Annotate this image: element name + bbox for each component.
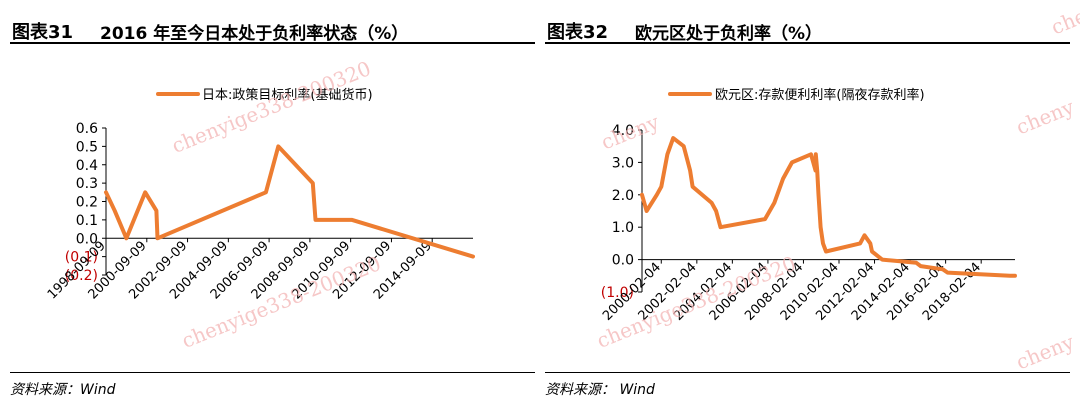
- japan-rate-chart: 0.60.50.40.30.20.10.0(0.1)(0.2)1998-09-0…: [45, 87, 475, 303]
- source-text: 资料来源： Wind: [545, 382, 655, 398]
- y-tick-label: 3.0: [612, 155, 634, 171]
- y-tick-label: 0.0: [76, 231, 98, 247]
- figure-number: 图表32: [547, 22, 609, 43]
- chart-header: 图表31 2016 年至今日本处于负利率状态（%）: [10, 12, 535, 44]
- chart-title: 欧元区处于负利率（%）: [635, 24, 823, 44]
- y-tick-label: 0.1: [76, 213, 98, 229]
- y-tick-label: (1.0): [601, 285, 634, 301]
- series-line: [640, 136, 1017, 278]
- y-tick-label: 4.0: [612, 123, 634, 139]
- source-note: 资料来源：Wind: [10, 372, 535, 399]
- figure-number: 图表31: [12, 22, 74, 43]
- source-text: 资料来源：Wind: [10, 382, 116, 398]
- y-tick-label: 0.3: [76, 176, 98, 192]
- y-tick-label: 0.5: [76, 139, 98, 155]
- chart-area: 4.0 3.0 2.0 1.0 0.0 (1.0) 2000-02-04 2002-02-04…: [545, 55, 1070, 365]
- y-tick-label: 0.0: [612, 253, 634, 269]
- chart-title: 2016 年至今日本处于负利率状态（%）: [100, 24, 409, 44]
- chart-area: 0.6 0.5 0.4 0.3 0.2 0.1 0.0 (0.1) (0.2) 1998-09-0…: [10, 55, 535, 365]
- source-note: 资料来源： Wind: [545, 372, 1070, 399]
- y-tick-label: 1.0: [612, 220, 634, 236]
- chart-panel-japan: 图表31 2016 年至今日本处于负利率状态（%） 0.6 0.5 0.4 0.3 0.…: [10, 0, 535, 409]
- eurozone-rate-chart: 4.03.02.01.00.0(1.0)2000-02-042002-02-04…: [600, 87, 1017, 324]
- y-tick-label: (0.1): [65, 250, 98, 266]
- chart-header: 图表32 欧元区处于负利率（%）: [545, 12, 1070, 44]
- chart-panel-eurozone: 图表32 欧元区处于负利率（%） 4.0 3.0 2.0 1.0 0.0 (1.0) 200…: [545, 0, 1070, 409]
- y-tick-label: 2.0: [612, 188, 634, 204]
- y-tick-label: 0.4: [76, 158, 98, 174]
- y-tick-label: 0.6: [76, 121, 98, 137]
- y-tick-label: (0.2): [65, 268, 98, 284]
- legend-label: 日本:政策目标利率(基础货币): [202, 87, 373, 103]
- y-tick-label: 0.2: [76, 195, 98, 211]
- series-line: [104, 144, 475, 259]
- legend-label: 欧元区:存款便利利率(隔夜存款利率): [715, 87, 925, 103]
